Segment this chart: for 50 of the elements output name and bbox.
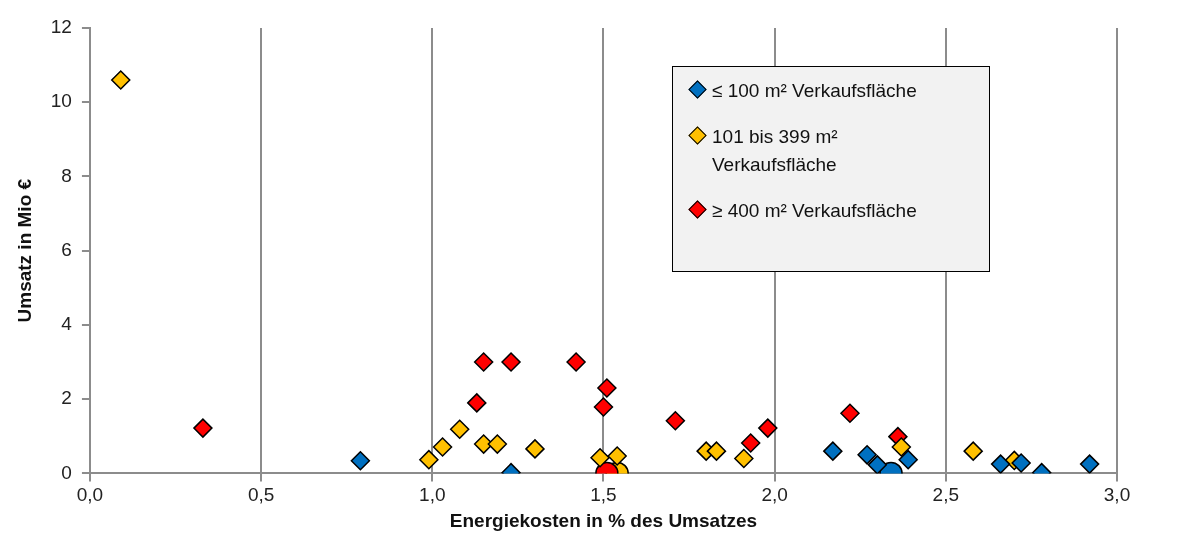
legend-label: ≤ 100 m² Verkaufsfläche [712, 79, 917, 103]
point [706, 441, 727, 461]
point [857, 445, 877, 465]
y-tick-label: 0 [61, 461, 72, 483]
legend-label: 101 bis 399 m² Verkaufsfläche [712, 125, 839, 177]
x-tick-label: 2,5 [932, 484, 960, 506]
point [740, 433, 761, 453]
point [525, 439, 545, 459]
point [111, 70, 131, 90]
point [898, 449, 918, 470]
point [590, 448, 610, 468]
x-tick-label: 0,0 [76, 484, 104, 506]
point [449, 419, 470, 439]
point [593, 397, 614, 417]
y-axis-title: Umsatz in Mio € [13, 178, 35, 323]
point [350, 451, 371, 471]
point [1011, 453, 1031, 473]
x-tick-label: 2,0 [761, 484, 788, 506]
y-tick-label: 4 [61, 313, 73, 335]
x-tick-label: 3,0 [1103, 484, 1131, 506]
point [867, 455, 888, 474]
point [891, 437, 912, 457]
point [990, 454, 1011, 474]
point [501, 352, 521, 372]
point [487, 434, 508, 454]
x-tick-label: 0,5 [247, 484, 275, 506]
point [566, 352, 586, 372]
legend-label: ≥ 400 m² Verkaufsfläche [712, 199, 917, 223]
point [432, 437, 453, 457]
point [840, 403, 860, 424]
point [467, 393, 487, 413]
point [665, 410, 686, 431]
y-tick-label: 10 [50, 90, 72, 112]
x-tick-label: 1,0 [419, 484, 446, 506]
point [419, 449, 439, 470]
point [963, 441, 983, 461]
y-tick-label: 6 [61, 238, 72, 260]
point [193, 418, 213, 438]
point [607, 446, 627, 466]
point [1079, 454, 1100, 474]
point [597, 378, 617, 398]
y-tick-label: 12 [50, 16, 72, 38]
x-axis-title: Energiekosten in % des Umsatzes [449, 509, 758, 531]
point [758, 418, 778, 438]
point [473, 352, 494, 372]
y-tick-label: 2 [61, 387, 72, 409]
point [823, 441, 843, 461]
x-tick-label: 1,5 [590, 484, 617, 506]
y-tick-label: 8 [61, 164, 72, 186]
point [734, 448, 754, 469]
